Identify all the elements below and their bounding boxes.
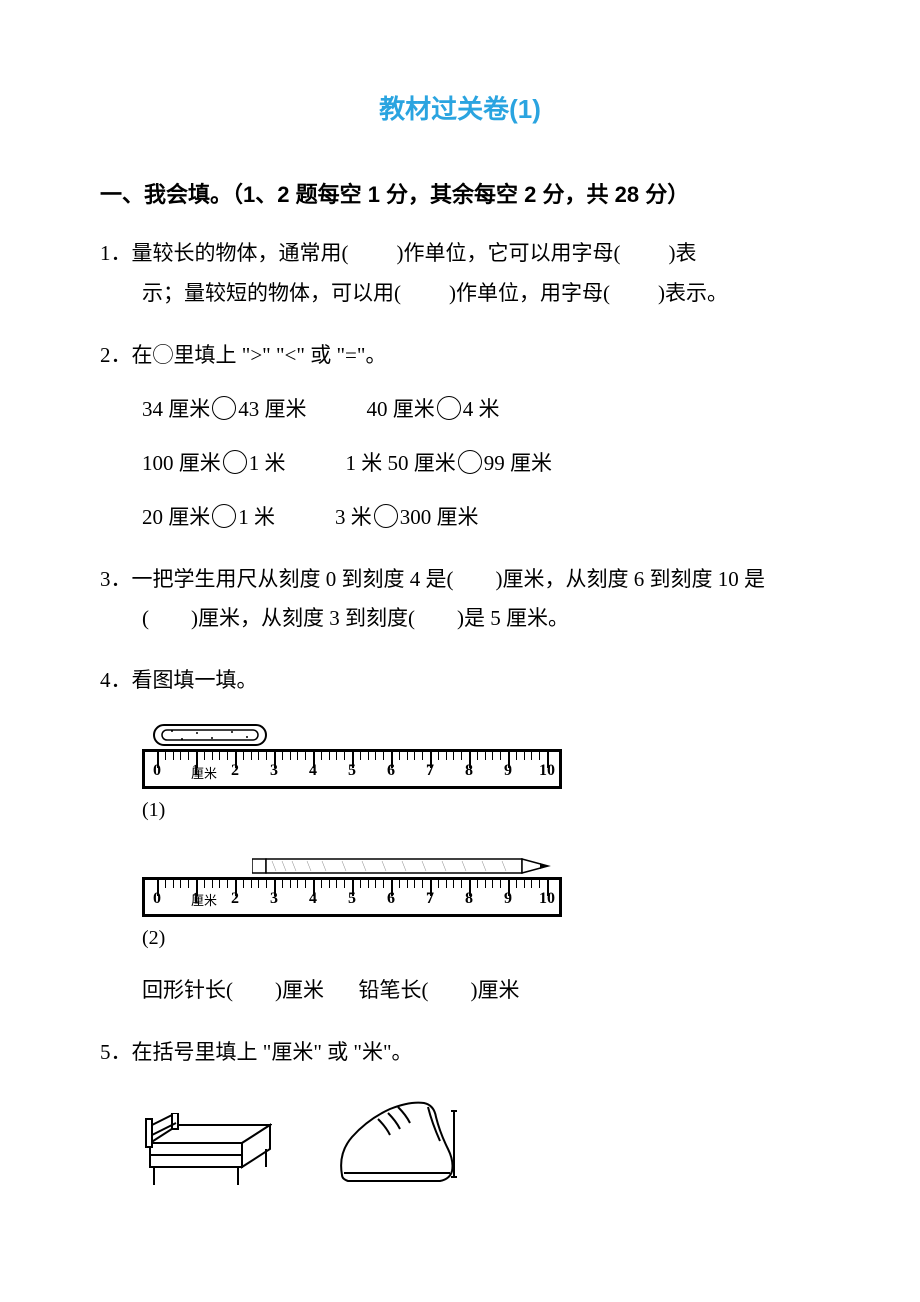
compare-circle[interactable]: [212, 396, 236, 420]
q3-num: 3．: [100, 567, 132, 591]
q1-blank-4[interactable]: [610, 274, 658, 314]
page-title: 教材过关卷(1): [100, 85, 820, 134]
q1-text-c: )表: [669, 241, 697, 265]
q2-r1-r2: 4 米: [463, 397, 500, 421]
ruler-1: 012345678910厘米: [142, 749, 562, 789]
question-3: 3．一把学生用尺从刻度 0 到刻度 4 是( )厘米，从刻度 6 到刻度 10 …: [100, 560, 820, 640]
q2-prompt: 在◯里填上 ">" "<" 或 "="。: [132, 343, 387, 367]
q2-r2-r: 1 米: [249, 451, 286, 475]
pencil-icon: [252, 855, 552, 877]
compare-circle[interactable]: [437, 396, 461, 420]
q5-prompt: 在括号里填上 "厘米" 或 "米"。: [132, 1040, 413, 1064]
q2-r3-r2: 300 厘米: [400, 505, 479, 529]
q2-r3-l: 20 厘米: [142, 505, 210, 529]
q1-blank-2[interactable]: [621, 234, 669, 274]
q1-blank-3[interactable]: [401, 274, 449, 314]
q2-r2-l: 100 厘米: [142, 451, 221, 475]
q2-row-3: 20 厘米 1 米 3 米 300 厘米: [100, 498, 820, 538]
q2-r3-r: 1 米: [238, 505, 275, 529]
q2-row-2: 100 厘米 1 米 1 米 50 厘米 99 厘米: [100, 444, 820, 484]
q4-figure-1: 012345678910厘米 (1): [100, 715, 820, 829]
q2-r2-l2: 1 米 50 厘米: [346, 451, 456, 475]
paperclip-icon: [152, 719, 272, 749]
q2-row-1: 34 厘米 43 厘米 40 厘米 4 米: [100, 390, 820, 430]
q1-text-a: 量较长的物体，通常用(: [132, 241, 349, 265]
ruler-2: 012345678910厘米: [142, 877, 562, 917]
q4-item1-label: (1): [142, 791, 165, 829]
q2-r1-l: 34 厘米: [142, 397, 210, 421]
q1-text-d: 示；量较短的物体，可以用(: [142, 281, 401, 305]
q4-prompt: 看图填一填。: [132, 668, 258, 692]
section-1-header: 一、我会填。（1、2 题每空 1 分，其余每空 2 分，共 28 分）: [100, 174, 820, 216]
q5-num: 5．: [100, 1040, 132, 1064]
q2-r3-l2: 3 米: [335, 505, 372, 529]
q1-blank-1[interactable]: [349, 234, 397, 274]
bed-icon: [142, 1113, 272, 1193]
q2-r2-r2: 99 厘米: [484, 451, 552, 475]
q2-r1-r: 43 厘米: [238, 397, 306, 421]
q1-text-f: )表示。: [658, 281, 728, 305]
q1-text-e: )作单位，用字母(: [449, 281, 610, 305]
question-1: 1．量较长的物体，通常用( )作单位，它可以用字母( )表 示；量较短的物体，可…: [100, 234, 820, 314]
compare-circle[interactable]: [458, 450, 482, 474]
q1-text-b: )作单位，它可以用字母(: [397, 241, 621, 265]
question-2: 2．在◯里填上 ">" "<" 或 "="。 34 厘米 43 厘米 40 厘米 4…: [100, 336, 820, 538]
compare-circle[interactable]: [374, 504, 398, 528]
q4-answer-a: 回形针长( )厘米: [142, 978, 324, 1002]
shoe-icon: [332, 1093, 462, 1193]
q2-num: 2．: [100, 343, 132, 367]
q2-r1-l2: 40 厘米: [367, 397, 435, 421]
q4-num: 4．: [100, 668, 132, 692]
q3-text: 一把学生用尺从刻度 0 到刻度 4 是( )厘米，从刻度 6 到刻度 10 是(…: [132, 567, 765, 631]
q4-figure-2: 012345678910厘米 (2): [100, 843, 820, 957]
q1-num: 1．: [100, 241, 132, 265]
question-4: 4．看图填一填。 012345678910厘米 (1): [100, 661, 820, 1011]
question-5: 5．在括号里填上 "厘米" 或 "米"。: [100, 1033, 820, 1193]
q4-answer-b: 铅笔长( )厘米: [359, 978, 520, 1002]
compare-circle[interactable]: [223, 450, 247, 474]
compare-circle[interactable]: [212, 504, 236, 528]
q4-item2-label: (2): [142, 919, 165, 957]
